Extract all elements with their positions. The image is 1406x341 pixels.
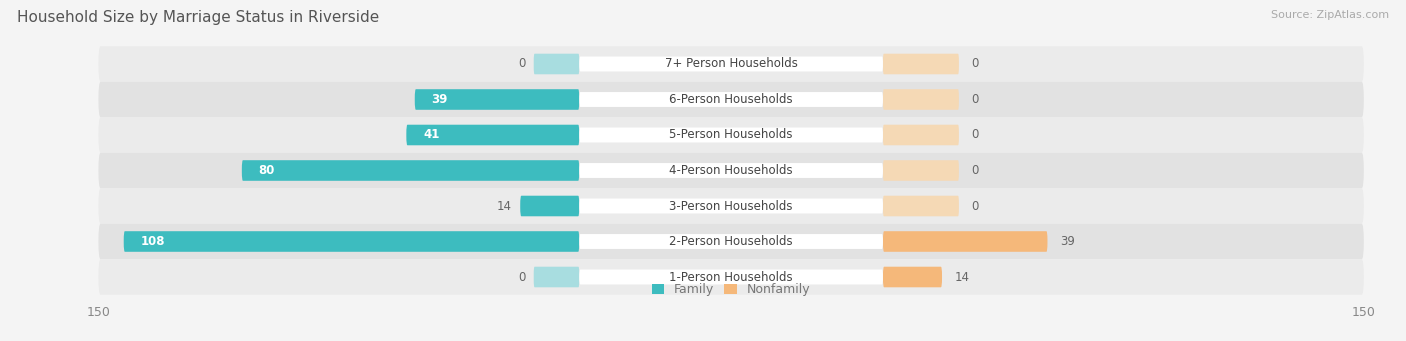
FancyBboxPatch shape	[534, 54, 579, 74]
FancyBboxPatch shape	[415, 89, 579, 110]
FancyBboxPatch shape	[579, 57, 883, 72]
Text: 0: 0	[972, 93, 979, 106]
FancyBboxPatch shape	[883, 267, 942, 287]
Text: 0: 0	[972, 58, 979, 71]
FancyBboxPatch shape	[242, 160, 579, 181]
FancyBboxPatch shape	[579, 198, 883, 213]
Text: 1-Person Households: 1-Person Households	[669, 270, 793, 283]
Text: Source: ZipAtlas.com: Source: ZipAtlas.com	[1271, 10, 1389, 20]
Text: 80: 80	[259, 164, 276, 177]
Text: 0: 0	[517, 58, 526, 71]
FancyBboxPatch shape	[98, 188, 1364, 224]
Text: 7+ Person Households: 7+ Person Households	[665, 58, 797, 71]
FancyBboxPatch shape	[883, 125, 959, 145]
FancyBboxPatch shape	[98, 82, 1364, 117]
FancyBboxPatch shape	[883, 196, 959, 216]
Text: 39: 39	[1060, 235, 1076, 248]
FancyBboxPatch shape	[98, 224, 1364, 259]
FancyBboxPatch shape	[520, 196, 579, 216]
FancyBboxPatch shape	[579, 269, 883, 284]
FancyBboxPatch shape	[883, 160, 959, 181]
Legend: Family, Nonfamily: Family, Nonfamily	[652, 283, 810, 296]
Text: 6-Person Households: 6-Person Households	[669, 93, 793, 106]
FancyBboxPatch shape	[124, 231, 579, 252]
FancyBboxPatch shape	[98, 117, 1364, 153]
FancyBboxPatch shape	[98, 46, 1364, 82]
Text: 0: 0	[972, 164, 979, 177]
FancyBboxPatch shape	[579, 128, 883, 143]
Text: 14: 14	[496, 199, 512, 212]
Text: 41: 41	[423, 129, 440, 142]
Text: 0: 0	[517, 270, 526, 283]
Text: 3-Person Households: 3-Person Households	[669, 199, 793, 212]
Text: 5-Person Households: 5-Person Households	[669, 129, 793, 142]
FancyBboxPatch shape	[406, 125, 579, 145]
FancyBboxPatch shape	[98, 259, 1364, 295]
FancyBboxPatch shape	[883, 89, 959, 110]
FancyBboxPatch shape	[579, 163, 883, 178]
FancyBboxPatch shape	[534, 267, 579, 287]
FancyBboxPatch shape	[579, 234, 883, 249]
FancyBboxPatch shape	[883, 231, 1047, 252]
Text: 0: 0	[972, 199, 979, 212]
Text: 0: 0	[972, 129, 979, 142]
Text: 4-Person Households: 4-Person Households	[669, 164, 793, 177]
Text: 2-Person Households: 2-Person Households	[669, 235, 793, 248]
Text: 108: 108	[141, 235, 165, 248]
Text: 39: 39	[432, 93, 449, 106]
FancyBboxPatch shape	[579, 92, 883, 107]
FancyBboxPatch shape	[883, 54, 959, 74]
Text: 14: 14	[955, 270, 970, 283]
Text: Household Size by Marriage Status in Riverside: Household Size by Marriage Status in Riv…	[17, 10, 380, 25]
FancyBboxPatch shape	[98, 153, 1364, 188]
